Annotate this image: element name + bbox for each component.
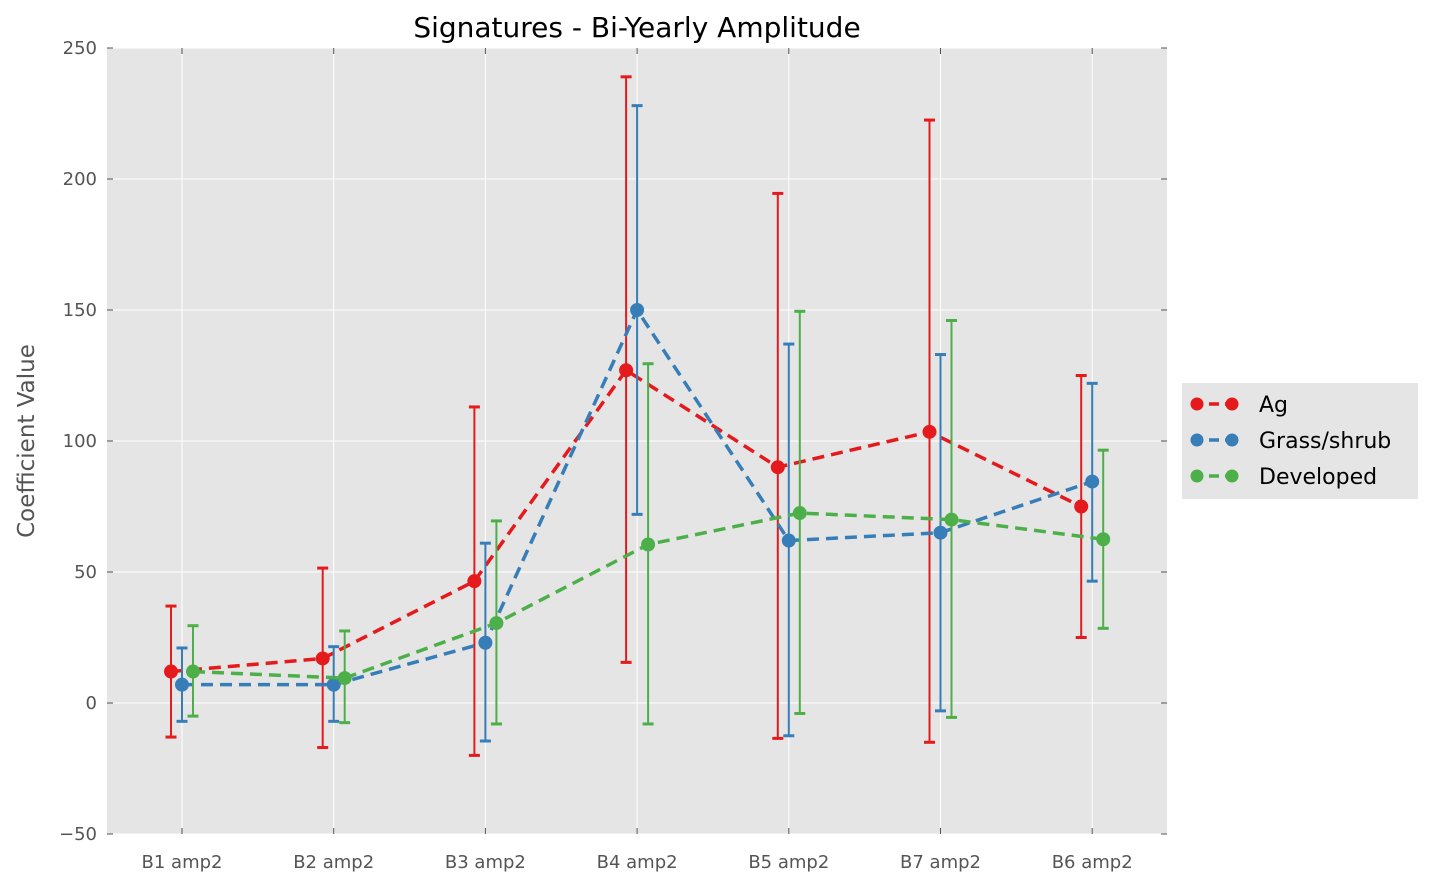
x-tick-label: B6 amp2 [1052, 852, 1133, 873]
data-point [933, 525, 948, 540]
data-point [1074, 499, 1089, 514]
data-point [337, 671, 352, 686]
y-tick-label: −50 [59, 824, 97, 845]
y-tick-label: 250 [63, 38, 97, 59]
legend-label: Ag [1259, 393, 1288, 418]
legend-box [1182, 383, 1418, 499]
data-point [922, 424, 937, 439]
data-point [641, 537, 656, 552]
data-point [175, 677, 189, 692]
x-tick-label: B2 amp2 [293, 852, 374, 873]
data-point [770, 460, 785, 475]
series-grass-shrub [175, 104, 1100, 743]
x-tick-label: B3 amp2 [445, 852, 526, 873]
axis-ticks: −50 0 50 100 150 200 250 B1 amp2 B2 amp2 B3 amp2 B… [59, 38, 1167, 873]
series-developed [186, 309, 1111, 726]
y-tick-label: 100 [63, 431, 97, 452]
x-tick-label: B5 amp2 [748, 852, 829, 873]
data-point [164, 664, 178, 679]
data-point [630, 303, 645, 317]
legend-marker [1225, 469, 1239, 483]
data-point [944, 512, 959, 527]
data-point [781, 533, 796, 548]
legend-label: Grass/shrub [1259, 429, 1391, 454]
data-point [792, 506, 807, 521]
series-ag [164, 75, 1089, 757]
legend-marker [1225, 397, 1239, 411]
y-tick-label: 150 [63, 300, 97, 321]
legend-marker [1190, 469, 1204, 483]
x-tick-label: B7 amp2 [900, 852, 981, 873]
y-tick-label: 200 [63, 169, 97, 190]
data-point [619, 363, 634, 378]
data-point [186, 664, 200, 679]
y-tick-label: 0 [86, 693, 97, 714]
data-point [1096, 532, 1111, 547]
data-point [478, 635, 493, 650]
data-point [489, 616, 504, 631]
legend-label: Developed [1259, 465, 1377, 490]
chart-title: Signatures - Bi-Yearly Amplitude [413, 11, 860, 44]
x-tick-label: B4 amp2 [597, 852, 678, 873]
x-tick-label: B1 amp2 [142, 852, 223, 873]
legend: Ag Grass/shrub Developed [1182, 383, 1418, 499]
legend-marker [1225, 433, 1239, 447]
data-point [467, 574, 482, 589]
series-layer [164, 75, 1111, 757]
data-point [1085, 474, 1100, 489]
y-tick-label: 50 [74, 562, 97, 583]
legend-marker [1190, 433, 1204, 447]
y-axis-label: Coefficient Value [14, 344, 40, 538]
data-point [315, 651, 330, 666]
legend-marker [1190, 397, 1204, 411]
